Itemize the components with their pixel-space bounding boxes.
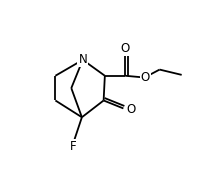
Text: F: F [70, 140, 76, 153]
Text: O: O [121, 42, 130, 55]
Text: O: O [127, 103, 136, 116]
Text: O: O [141, 71, 150, 84]
Text: N: N [78, 53, 87, 66]
